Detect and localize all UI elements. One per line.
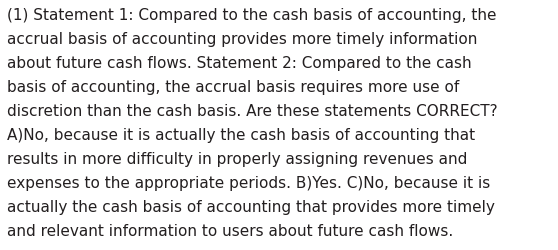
Text: expenses to the appropriate periods. B)Yes. C)No, because it is: expenses to the appropriate periods. B)Y… bbox=[7, 175, 490, 190]
Text: discretion than the cash basis. Are these statements CORRECT?: discretion than the cash basis. Are thes… bbox=[7, 104, 498, 118]
Text: actually the cash basis of accounting that provides more timely: actually the cash basis of accounting th… bbox=[7, 199, 495, 214]
Text: and relevant information to users about future cash flows.: and relevant information to users about … bbox=[7, 223, 453, 238]
Text: results in more difficulty in properly assigning revenues and: results in more difficulty in properly a… bbox=[7, 152, 468, 166]
Text: (1) Statement 1: Compared to the cash basis of accounting, the: (1) Statement 1: Compared to the cash ba… bbox=[7, 8, 497, 23]
Text: A)No, because it is actually the cash basis of accounting that: A)No, because it is actually the cash ba… bbox=[7, 128, 475, 142]
Text: basis of accounting, the accrual basis requires more use of: basis of accounting, the accrual basis r… bbox=[7, 80, 459, 94]
Text: accrual basis of accounting provides more timely information: accrual basis of accounting provides mor… bbox=[7, 32, 478, 47]
Text: about future cash flows. Statement 2: Compared to the cash: about future cash flows. Statement 2: Co… bbox=[7, 56, 472, 71]
